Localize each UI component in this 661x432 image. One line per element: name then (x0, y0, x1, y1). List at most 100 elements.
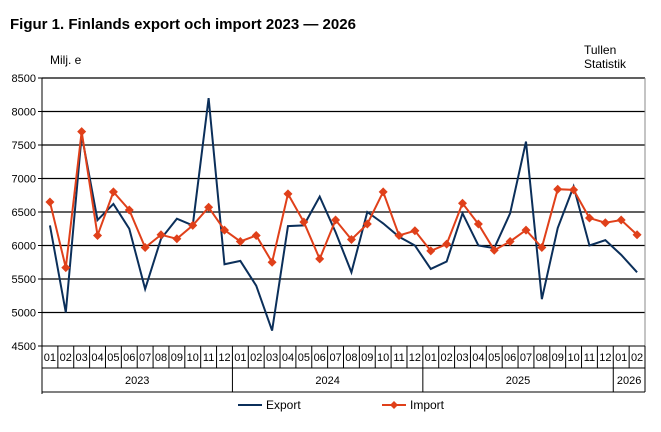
x-tick-label: 05 (298, 352, 310, 364)
y-tick-label: 6500 (12, 207, 36, 219)
data-point-import (45, 197, 55, 207)
x-tick-label: 10 (187, 352, 199, 364)
legend-label: Import (410, 398, 445, 412)
data-point-import (219, 225, 229, 235)
data-point-import (426, 246, 436, 256)
x-tick-label: 09 (171, 352, 183, 364)
x-tick-label: 04 (91, 352, 103, 364)
x-tick-label: 05 (107, 352, 119, 364)
y-tick-label: 6000 (12, 241, 36, 253)
x-tick-label: 01 (425, 352, 437, 364)
data-point-import (394, 230, 404, 240)
data-point-import (600, 218, 610, 228)
data-point-import (124, 205, 134, 215)
data-point-import (616, 215, 626, 225)
series-line-import (48, 131, 638, 268)
data-point-import (108, 187, 118, 197)
data-point-import (442, 239, 452, 249)
data-point-import (537, 243, 547, 253)
data-point-import (283, 189, 293, 199)
y-axis-unit: Milj. e (50, 53, 82, 67)
data-point-import (331, 215, 341, 225)
x-tick-label: 09 (552, 352, 564, 364)
data-point-import (489, 245, 499, 255)
data-point-import (251, 230, 261, 240)
data-point-import (188, 220, 198, 230)
source-label: Tullen Statistik (584, 43, 626, 71)
x-tick-label: 06 (504, 352, 516, 364)
data-point-import (378, 187, 388, 197)
y-tick-label: 7500 (12, 140, 36, 152)
year-label: 2026 (617, 375, 641, 387)
x-tick-label: 07 (520, 352, 532, 364)
x-tick-label: 08 (536, 352, 548, 364)
data-point-import (156, 230, 166, 240)
y-tick-label: 4500 (12, 341, 36, 353)
data-point-import (77, 127, 87, 137)
data-point-import (235, 236, 245, 246)
y-tick-label: 5000 (12, 308, 36, 320)
data-point-import (569, 185, 579, 195)
data-point-import (140, 243, 150, 253)
year-label: 2025 (506, 375, 530, 387)
x-tick-label: 02 (60, 352, 72, 364)
data-point-import (584, 213, 594, 223)
data-point-import (346, 234, 356, 244)
y-tick-label: 5500 (12, 274, 36, 286)
x-tick-label: 08 (345, 352, 357, 364)
x-tick-label: 11 (584, 352, 595, 364)
data-point-import (521, 225, 531, 235)
x-tick-label: 12 (218, 352, 230, 364)
data-point-import (315, 254, 325, 264)
x-tick-label: 11 (393, 352, 404, 364)
x-tick-label: 04 (472, 352, 484, 364)
series-line-export (48, 97, 638, 331)
data-point-import (172, 234, 182, 244)
x-tick-label: 11 (203, 352, 214, 364)
x-tick-label: 06 (314, 352, 326, 364)
x-tick-label: 06 (123, 352, 135, 364)
x-tick-label: 02 (250, 352, 262, 364)
year-label: 2023 (125, 375, 149, 387)
legend-label: Export (266, 398, 301, 412)
legend-marker (390, 401, 398, 409)
x-tick-label: 12 (409, 352, 421, 364)
x-tick-label: 04 (282, 352, 294, 364)
x-tick-label: 10 (567, 352, 579, 364)
data-point-import (93, 230, 103, 240)
source-line-1: Tullen (584, 43, 617, 57)
x-tick-label: 03 (76, 352, 88, 364)
x-tick-label: 10 (377, 352, 389, 364)
y-tick-label: 8000 (12, 107, 36, 119)
data-point-import (410, 226, 420, 236)
x-tick-label: 02 (631, 352, 643, 364)
data-point-import (299, 217, 309, 227)
data-point-import (632, 230, 642, 240)
data-point-import (473, 219, 483, 229)
x-tick-label: 03 (266, 352, 278, 364)
x-tick-label: 07 (139, 352, 151, 364)
data-point-import (362, 219, 372, 229)
chart-title: Figur 1. Finlands export och import 2023… (10, 16, 356, 33)
data-point-import (553, 184, 563, 194)
x-tick-label: 01 (44, 352, 56, 364)
year-label: 2024 (315, 375, 339, 387)
x-tick-label: 08 (155, 352, 167, 364)
data-point-import (61, 263, 71, 273)
x-tick-label: 01 (615, 352, 627, 364)
data-point-import (458, 198, 468, 208)
x-tick-label: 02 (441, 352, 453, 364)
x-tick-label: 12 (599, 352, 611, 364)
data-point-import (204, 202, 214, 212)
x-tick-label: 09 (361, 352, 373, 364)
x-tick-label: 05 (488, 352, 500, 364)
source-line-2: Statistik (584, 57, 627, 71)
x-tick-label: 07 (329, 352, 341, 364)
data-point-import (505, 236, 515, 246)
y-tick-label: 7000 (12, 174, 36, 186)
x-tick-label: 03 (456, 352, 468, 364)
y-tick-label: 8500 (12, 73, 36, 85)
x-tick-label: 01 (234, 352, 246, 364)
